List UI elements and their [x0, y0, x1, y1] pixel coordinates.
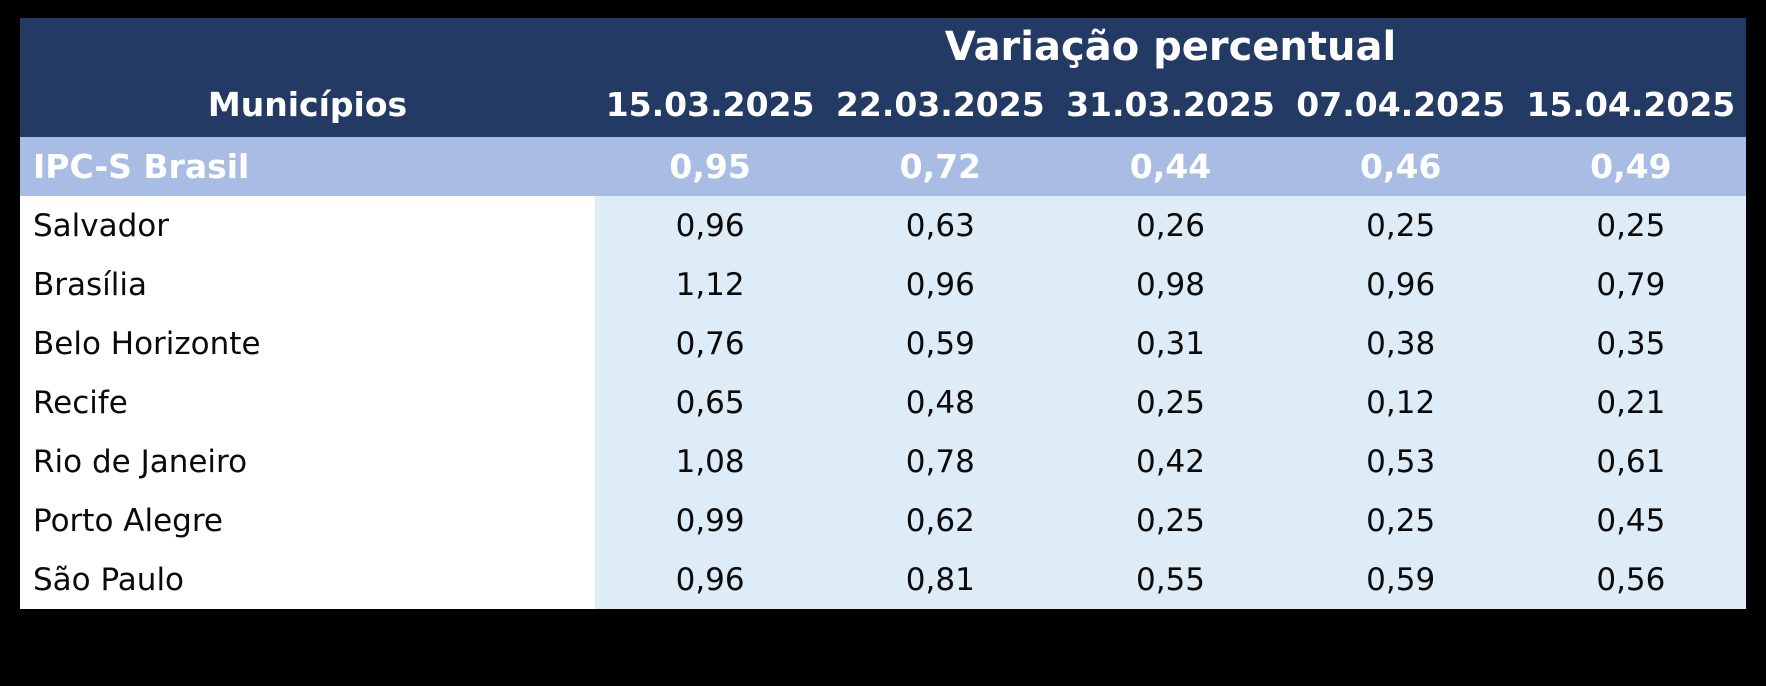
value-cell: 0,55 [1055, 550, 1286, 609]
ipcs-variation-table: Variação percentual Municípios 15.03.202… [20, 18, 1746, 609]
value-cell: 0,59 [825, 314, 1056, 373]
value-cell: 0,98 [1055, 255, 1286, 314]
municipality-cell: Brasília [20, 255, 596, 314]
value-cell: 0,78 [825, 432, 1056, 491]
value-cell: 0,81 [825, 550, 1056, 609]
value-cell: 0,21 [1515, 373, 1746, 432]
table-row: Brasília 1,12 0,96 0,98 0,96 0,79 [20, 255, 1746, 314]
title-spacer-cell [20, 18, 596, 72]
value-cell: 0,76 [595, 314, 826, 373]
value-cell: 0,99 [595, 491, 826, 550]
value-cell: 0,61 [1515, 432, 1746, 491]
value-cell: 1,08 [595, 432, 826, 491]
table-row: Rio de Janeiro 1,08 0,78 0,42 0,53 0,61 [20, 432, 1746, 491]
value-cell: 0,35 [1515, 314, 1746, 373]
value-cell: 0,49 [1515, 137, 1746, 196]
value-cell: 0,12 [1285, 373, 1516, 432]
value-cell: 0,25 [1515, 196, 1746, 255]
title-row: Variação percentual [20, 18, 1746, 72]
value-cell: 0,25 [1285, 196, 1516, 255]
municipality-cell: São Paulo [20, 550, 596, 609]
value-cell: 0,44 [1055, 137, 1286, 196]
table-header: Variação percentual Municípios 15.03.202… [20, 18, 1746, 137]
municipality-cell: Salvador [20, 196, 596, 255]
value-cell: 0,25 [1055, 373, 1286, 432]
value-cell: 0,96 [595, 550, 826, 609]
value-cell: 0,72 [825, 137, 1056, 196]
column-header-municipios: Municípios [20, 72, 596, 137]
value-cell: 0,48 [825, 373, 1056, 432]
column-header-row: Municípios 15.03.2025 22.03.2025 31.03.2… [20, 72, 1746, 137]
value-cell: 0,79 [1515, 255, 1746, 314]
column-header-date-1: 15.03.2025 [595, 72, 826, 137]
value-cell: 0,45 [1515, 491, 1746, 550]
value-cell: 0,31 [1055, 314, 1286, 373]
value-cell: 0,46 [1285, 137, 1516, 196]
value-cell: 0,95 [595, 137, 826, 196]
value-cell: 0,25 [1285, 491, 1516, 550]
column-header-date-4: 07.04.2025 [1285, 72, 1516, 137]
value-cell: 0,96 [595, 196, 826, 255]
value-cell: 0,59 [1285, 550, 1516, 609]
value-cell: 0,56 [1515, 550, 1746, 609]
column-header-date-5: 15.04.2025 [1515, 72, 1746, 137]
value-cell: 0,63 [825, 196, 1056, 255]
column-header-date-3: 31.03.2025 [1055, 72, 1286, 137]
table-row: São Paulo 0,96 0,81 0,55 0,59 0,56 [20, 550, 1746, 609]
data-table: Variação percentual Municípios 15.03.202… [20, 18, 1746, 609]
table-body: IPC-S Brasil 0,95 0,72 0,44 0,46 0,49 Salvador… [20, 137, 1746, 609]
value-cell: 0,96 [1285, 255, 1516, 314]
table-row: Belo Horizonte 0,76 0,59 0,31 0,38 0,35 [20, 314, 1746, 373]
table-row: Porto Alegre 0,99 0,62 0,25 0,25 0,45 [20, 491, 1746, 550]
value-cell: 0,26 [1055, 196, 1286, 255]
municipality-cell: Porto Alegre [20, 491, 596, 550]
value-cell: 1,12 [595, 255, 826, 314]
table-row: Recife 0,65 0,48 0,25 0,12 0,21 [20, 373, 1746, 432]
municipality-cell: IPC-S Brasil [20, 137, 596, 196]
municipality-cell: Recife [20, 373, 596, 432]
table-title: Variação percentual [595, 18, 1746, 72]
value-cell: 0,25 [1055, 491, 1286, 550]
column-header-date-2: 22.03.2025 [825, 72, 1056, 137]
ipcs-brasil-row: IPC-S Brasil 0,95 0,72 0,44 0,46 0,49 [20, 137, 1746, 196]
municipality-cell: Belo Horizonte [20, 314, 596, 373]
value-cell: 0,65 [595, 373, 826, 432]
value-cell: 0,62 [825, 491, 1056, 550]
value-cell: 0,38 [1285, 314, 1516, 373]
municipality-cell: Rio de Janeiro [20, 432, 596, 491]
value-cell: 0,96 [825, 255, 1056, 314]
value-cell: 0,53 [1285, 432, 1516, 491]
table-row: Salvador 0,96 0,63 0,26 0,25 0,25 [20, 196, 1746, 255]
value-cell: 0,42 [1055, 432, 1286, 491]
